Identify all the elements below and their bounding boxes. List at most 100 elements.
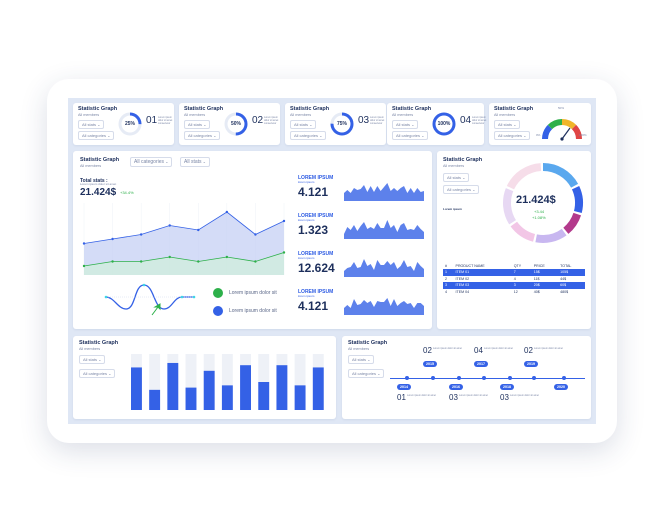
categories-filter[interactable]: All categories [184, 131, 221, 140]
data-point [111, 237, 114, 241]
data-point [197, 228, 200, 232]
data-point [168, 224, 171, 227]
categories-filter[interactable]: All categories [494, 131, 531, 140]
area-chart [82, 203, 286, 275]
bar[interactable] [221, 385, 233, 410]
table-row[interactable]: 3 ITEM 03 3 20$ 60$ [443, 282, 585, 289]
card-subtitle: All members [78, 113, 100, 117]
card-title: Statistic Graph [184, 106, 224, 112]
table-cell: 3 [511, 282, 532, 289]
categories-filter[interactable]: All categories [79, 369, 116, 378]
donut-slice [503, 188, 517, 225]
bar[interactable] [149, 389, 161, 410]
product-table: # PRODUCT NAME QTY PRICE TOTAL 1 ITEM 01 7 15$ 1… [443, 263, 585, 295]
table-cell: ITEM 02 [455, 276, 470, 281]
year-badge[interactable]: 2020 [554, 384, 568, 390]
card-subtitle: All members [348, 347, 370, 351]
year-badge[interactable]: 2018 [500, 384, 514, 390]
data-point [139, 260, 143, 263]
bar[interactable] [258, 382, 270, 410]
table-cell: ITEM 01 [453, 269, 512, 276]
year-badge[interactable]: 2014 [397, 384, 411, 390]
stats-filter[interactable]: All stats [78, 120, 105, 129]
categories-filter[interactable]: All categories [130, 157, 173, 167]
timeline-dot [431, 376, 435, 380]
stat-value: 4.121 [298, 299, 329, 313]
total-value: 21.424$ [80, 187, 117, 198]
progress-ring [118, 112, 142, 136]
data-point [282, 219, 286, 223]
timeline-desc: Lorem ipsum dolor sit amet [433, 347, 462, 350]
table-cell: 15$ [531, 269, 559, 276]
stats-filter[interactable]: All stats [443, 173, 470, 182]
donut-card: Statistic Graph All members All stats Al… [437, 151, 591, 329]
categories-filter[interactable]: All categories [348, 369, 385, 378]
card-subtitle: All members [290, 113, 312, 117]
stats-filter[interactable]: All stats [180, 157, 210, 167]
bar[interactable] [312, 367, 324, 410]
stat-value: 1.323 [298, 223, 329, 237]
timeline-dot [508, 376, 512, 380]
table-header: # PRODUCT NAME QTY PRICE TOTAL [443, 263, 585, 269]
timeline-desc: Lorem ipsum dolor sit amet [484, 347, 513, 350]
data-point [225, 210, 229, 214]
total-change: +34.4% [120, 190, 134, 195]
categories-filter[interactable]: All categories [290, 131, 327, 140]
stats-filter[interactable]: All stats [79, 355, 106, 364]
stats-filter[interactable]: All stats [184, 120, 211, 129]
progress-ring [432, 112, 456, 136]
year-badge[interactable]: 2017 [474, 361, 488, 367]
timeline-number: 02 [423, 346, 432, 355]
timeline-number: 01 [397, 393, 406, 402]
card-subtitle: All members [443, 164, 465, 168]
bar[interactable] [167, 362, 179, 410]
categories-filter[interactable]: All categories [392, 131, 429, 140]
table-row[interactable]: 2 ITEM 02 4 11$ 44$ [443, 276, 585, 283]
stats-filter[interactable]: All stats [348, 355, 375, 364]
card-title: Statistic Graph [80, 157, 120, 163]
bar[interactable] [203, 370, 215, 410]
table-header-cell: PRODUCT NAME [455, 264, 485, 268]
stats-filter[interactable]: All stats [290, 120, 317, 129]
stats-filter[interactable]: All stats [494, 120, 521, 129]
sparkline [344, 259, 424, 277]
kpi-desc: Lorem ipsum dolor sit amet consectetur [158, 116, 173, 125]
card-title: Statistic Graph [78, 106, 118, 112]
bar[interactable] [294, 385, 306, 410]
card-title: Statistic Graph [79, 340, 119, 346]
timeline-dot [405, 376, 409, 380]
table-cell: 3 [443, 282, 454, 289]
legend-label: Lorem ipsum dolor sit [229, 290, 277, 296]
bar-chart-card: Statistic Graph All members All stats Al… [73, 336, 336, 419]
timeline-number: 03 [500, 393, 509, 402]
timeline-dot [482, 376, 486, 380]
card-subtitle: All members [184, 113, 206, 117]
table-cell: 4 [445, 289, 447, 294]
categories-filter[interactable]: All categories [443, 185, 480, 194]
card-title: Statistic Graph [348, 340, 388, 346]
year-badge[interactable]: 2016 [449, 384, 463, 390]
total-label: Total stats : [80, 178, 108, 184]
bar[interactable] [131, 367, 142, 410]
data-point [282, 251, 286, 254]
categories-filter[interactable]: All categories [78, 131, 115, 140]
table-cell: 7 [511, 269, 532, 276]
stat-sub: lorem ipsum [298, 218, 315, 222]
year-badge[interactable]: 2015 [423, 361, 437, 367]
stats-filter[interactable]: All stats [392, 120, 419, 129]
table-row[interactable]: 1 ITEM 01 7 15$ 105$ [443, 269, 585, 276]
table-row[interactable]: 4 ITEM 04 12 40$ 480$ [443, 289, 585, 296]
stat-sub: lorem ipsum [298, 180, 315, 184]
gauge-top: 50% [558, 106, 565, 110]
bar-track [185, 354, 197, 410]
year-badge[interactable]: 2019 [524, 361, 538, 367]
data-point [82, 242, 86, 245]
bar[interactable] [240, 365, 251, 410]
progress-ring [330, 112, 354, 136]
table-cell: 11$ [533, 276, 540, 281]
gauge-max: 100% [579, 133, 587, 137]
percent-label: 100% [437, 121, 451, 127]
bar[interactable] [185, 387, 197, 410]
bar[interactable] [276, 365, 288, 410]
